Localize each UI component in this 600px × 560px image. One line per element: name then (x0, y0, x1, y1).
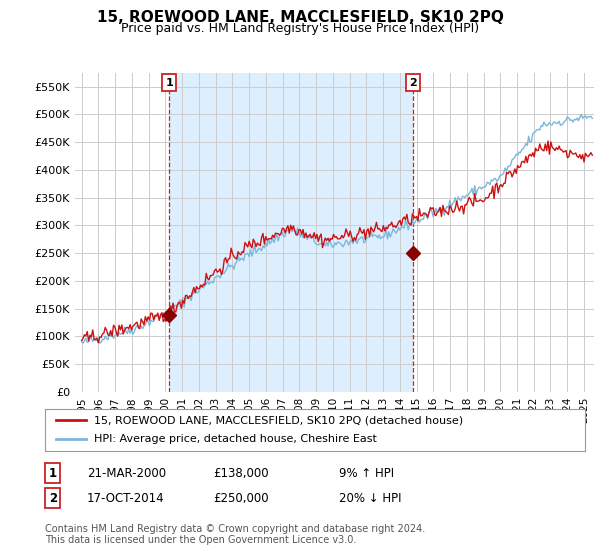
Text: Contains HM Land Registry data © Crown copyright and database right 2024.
This d: Contains HM Land Registry data © Crown c… (45, 524, 425, 545)
Text: 1: 1 (165, 78, 173, 87)
Text: Price paid vs. HM Land Registry's House Price Index (HPI): Price paid vs. HM Land Registry's House … (121, 22, 479, 35)
Text: 15, ROEWOOD LANE, MACCLESFIELD, SK10 2PQ: 15, ROEWOOD LANE, MACCLESFIELD, SK10 2PQ (97, 10, 503, 25)
Text: HPI: Average price, detached house, Cheshire East: HPI: Average price, detached house, Ches… (94, 435, 376, 445)
Text: 2: 2 (49, 492, 57, 505)
Text: 1: 1 (49, 466, 57, 480)
Text: 20% ↓ HPI: 20% ↓ HPI (339, 492, 401, 505)
Text: £250,000: £250,000 (213, 492, 269, 505)
Text: 2: 2 (409, 78, 417, 87)
Text: £138,000: £138,000 (213, 466, 269, 480)
Text: 15, ROEWOOD LANE, MACCLESFIELD, SK10 2PQ (detached house): 15, ROEWOOD LANE, MACCLESFIELD, SK10 2PQ… (94, 415, 463, 425)
Text: 9% ↑ HPI: 9% ↑ HPI (339, 466, 394, 480)
Bar (169, 73, 413, 392)
Text: 21-MAR-2000: 21-MAR-2000 (87, 466, 166, 480)
Text: 17-OCT-2014: 17-OCT-2014 (87, 492, 164, 505)
